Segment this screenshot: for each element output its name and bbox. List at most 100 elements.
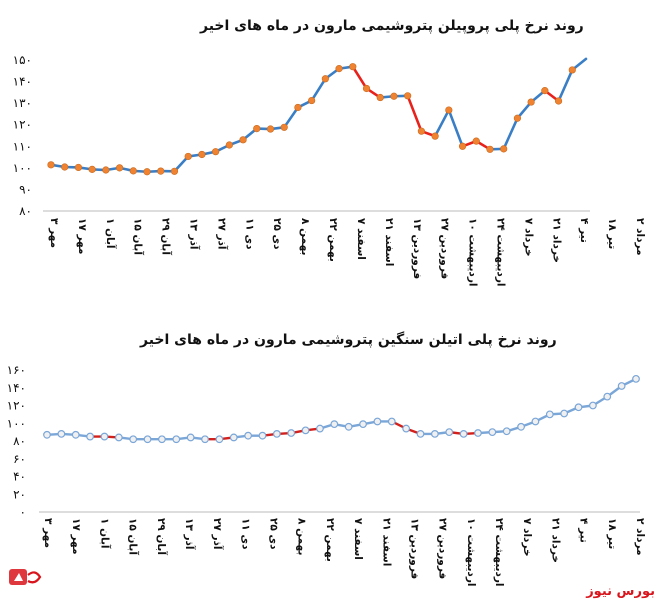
chart2-ytick-label: ۱۶۰ — [7, 363, 26, 377]
chart1-data-point — [266, 125, 275, 133]
chart2-xtick-label: ۲۲ بهمن — [324, 518, 336, 562]
chart1-data-point — [321, 75, 329, 83]
chart2-xtick-label: ۱۳ آذر — [183, 518, 196, 550]
chart2-data-point — [114, 433, 123, 442]
chart1-ytick-label: ۱۱۰ — [13, 139, 32, 153]
chart1-line-segment — [557, 68, 574, 103]
chart1-data-point — [541, 87, 549, 95]
chart1-xtick-label: ۳ مهر — [48, 218, 60, 248]
chart2-xtick-label: ۲۷ آذر — [211, 518, 224, 550]
chart1-data-point — [280, 123, 288, 131]
chart2-xtick-label: ۲۱ اسفند — [380, 518, 392, 566]
chart2-data-point — [344, 422, 353, 431]
chart2-ytick-label: ۱۴۰ — [7, 381, 26, 395]
chart1-data-point — [404, 92, 412, 100]
chart1-xtick-label: ۱۸ تیر — [606, 218, 618, 249]
chart1-xtick-label: ۴ تیر — [578, 218, 590, 243]
chart1-xtick-label: ۲ مرداد — [634, 218, 646, 256]
chart2-title: روند نرخ پلی اتیلن سنگین پتروشیمی مارون … — [140, 332, 557, 348]
chart1-ytick-label: ۹۰ — [19, 182, 32, 196]
chart1-xtick-label: ۲۷ فروردین — [439, 218, 451, 279]
chart1-line-segment — [502, 116, 519, 151]
chart1-data-point — [88, 165, 96, 173]
chart1-xtick-label: ۲۵ دی — [271, 218, 283, 250]
chart1-data-point — [431, 132, 439, 140]
chart1-ytick-label: ۱۳۰ — [13, 96, 32, 110]
chart2-data-point — [430, 430, 439, 438]
chart1-data-point — [61, 163, 69, 171]
chart2-data-point — [287, 429, 296, 437]
chart1-xtick-label: ۲۱ خرداد — [550, 218, 562, 263]
chart2-data-point — [301, 426, 310, 435]
chart2-xtick-label: ۱۰ اردیبهشت — [465, 518, 477, 586]
chart2-data-point — [632, 374, 640, 383]
chart1-xtick-label: ۷ خرداد — [522, 218, 534, 257]
chart1-ytick-label: ۱۲۰ — [13, 118, 32, 132]
chart2-xtick-label: ۱ آبان — [98, 518, 111, 549]
chart1-data-point — [129, 167, 137, 175]
chart1-xtick-label: ۲۷ آذر — [215, 218, 228, 250]
chart2-xtick-label: ۱۱ دی — [239, 518, 251, 550]
chart2-data-point — [589, 401, 597, 410]
chart1-plot: ۸۰ ۹۰ ۱۰۰ ۱۱۰ ۱۲۰ ۱۳۰ ۱۴۰ ۱۵۰ ۳ مهر ۱۷ مهر ۱ آبان ۱… — [13, 53, 646, 286]
chart1-data-point — [198, 150, 206, 159]
chart2-xtick-label: ۲۴ اردیبهشت — [493, 518, 505, 586]
chart2-data-point — [244, 431, 253, 440]
chart1-xtick-label: ۱۵ آبان — [132, 218, 145, 255]
chart2-data-point — [186, 433, 195, 442]
chart1-data-point — [157, 167, 165, 175]
chart2-data-point — [215, 435, 224, 444]
chart1-data-point — [500, 145, 508, 153]
chart1-data-point — [458, 142, 467, 150]
chart2-xtick-label: ۳ مهر — [42, 518, 54, 548]
chart2-data-point — [86, 432, 94, 441]
chart1-data-point — [294, 103, 302, 112]
chart1-data-point — [445, 106, 453, 114]
chart2-data-point — [459, 430, 468, 438]
chart1-ytick-label: ۱۰۰ — [13, 161, 32, 175]
chart2-data-point — [229, 433, 238, 442]
chart1-line-segment — [406, 94, 423, 133]
chart2-data-point — [373, 417, 382, 426]
chart2-xtick-label: ۸ بهمن — [296, 518, 308, 555]
chart2-xtick-label: ۷ خرداد — [521, 518, 533, 557]
chart1-data-point — [376, 93, 384, 102]
chart2-xtick-label: ۱۳ فروردین — [408, 518, 420, 579]
chart1-xtick-label: ۲۴ اردیبهشت — [494, 218, 506, 286]
chart2-data-point — [359, 420, 367, 429]
chart2-data-point — [71, 430, 80, 439]
chart1-data-point — [115, 164, 124, 172]
chart2-ytick-label: ۱۰۰ — [7, 416, 26, 430]
chart2-data-point — [100, 432, 109, 441]
chart2-ytick-label: ۴۰ — [13, 470, 26, 484]
chart1-data-point — [47, 161, 55, 169]
chart1-data-point — [486, 145, 494, 153]
chart1-xtick-label: ۱ آبان — [104, 218, 117, 249]
chart1-data-point — [212, 148, 220, 156]
chart2-data-point — [129, 435, 138, 444]
chart2-xtick-label: ۲۱ خرداد — [549, 518, 561, 563]
chart1-data-point — [390, 92, 398, 100]
chart2-data-point — [416, 430, 425, 438]
chart2-data-point — [158, 435, 166, 444]
chart2-data-point — [143, 435, 152, 444]
chart1-data-point — [554, 97, 563, 105]
chart1-ytick-label: ۸۰ — [19, 204, 32, 218]
chart1-xtick-label: ۲۱ اسفند — [383, 218, 395, 266]
chart1-xtick-label: ۲۹ آبان — [160, 218, 173, 255]
chart1-data-point — [184, 152, 192, 161]
brand-logo-icon — [9, 569, 42, 585]
chart1-data-point — [225, 141, 233, 149]
chart2-ytick-label: ۶۰ — [13, 452, 26, 466]
chart2-xtick-label: ۱۷ مهر — [70, 518, 82, 554]
chart2-xtick-label: ۷ اسفند — [352, 518, 364, 560]
chart2-data-point — [517, 422, 525, 431]
chart1-data-point — [472, 137, 480, 145]
chart1-xtick-label: ۱۳ آذر — [188, 218, 201, 250]
chart1-line-segment — [282, 106, 300, 129]
chart1-data-point — [417, 127, 425, 135]
chart2-data-point — [316, 424, 324, 433]
chart2-data-point — [545, 410, 554, 419]
chart1-data-point — [527, 98, 535, 106]
